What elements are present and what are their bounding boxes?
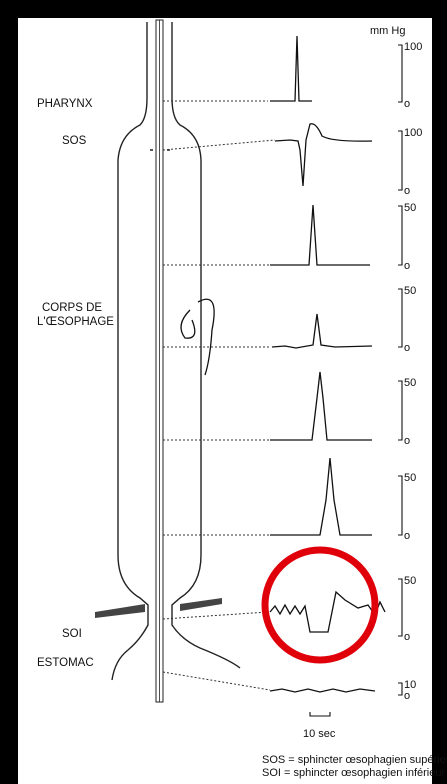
region-label: CORPS DE (42, 302, 102, 314)
page (18, 18, 432, 784)
scale-top: 100 (404, 41, 422, 53)
region-label: ESTOMAC (37, 657, 94, 669)
scale-zero: o (404, 185, 410, 197)
region-label: SOI (62, 628, 82, 640)
scale-zero: o (404, 342, 410, 354)
scale-zero: o (404, 260, 410, 272)
scale-zero: o (404, 98, 410, 110)
scale-zero: o (404, 435, 410, 447)
scale-top: 50 (404, 472, 416, 484)
scale-top: 100 (404, 127, 422, 139)
scale-top: 50 (404, 202, 416, 214)
legend-line: SOI = sphincter œsophagien inférieur (262, 767, 445, 779)
region-label: L'ŒSOPHAGE (37, 316, 114, 328)
scale-top: 50 (404, 377, 416, 389)
scale-zero: o (404, 631, 410, 643)
time-bar-label: 10 sec (303, 728, 336, 740)
region-label: PHARYNX (37, 98, 93, 110)
region-label: SOS (62, 135, 87, 147)
scale-zero: o (404, 530, 410, 542)
scale-zero: o (404, 690, 410, 702)
scale-top: 50 (404, 285, 416, 297)
scale-top: 50 (404, 575, 416, 587)
unit-label: mm Hg (370, 25, 405, 37)
figure: mm Hg PHARYNX SOS CORPS DE L'ŒSOPHAGE SOI ESTO… (0, 0, 447, 784)
legend-line: SOS = sphincter œsophagien supérieur (262, 754, 447, 766)
